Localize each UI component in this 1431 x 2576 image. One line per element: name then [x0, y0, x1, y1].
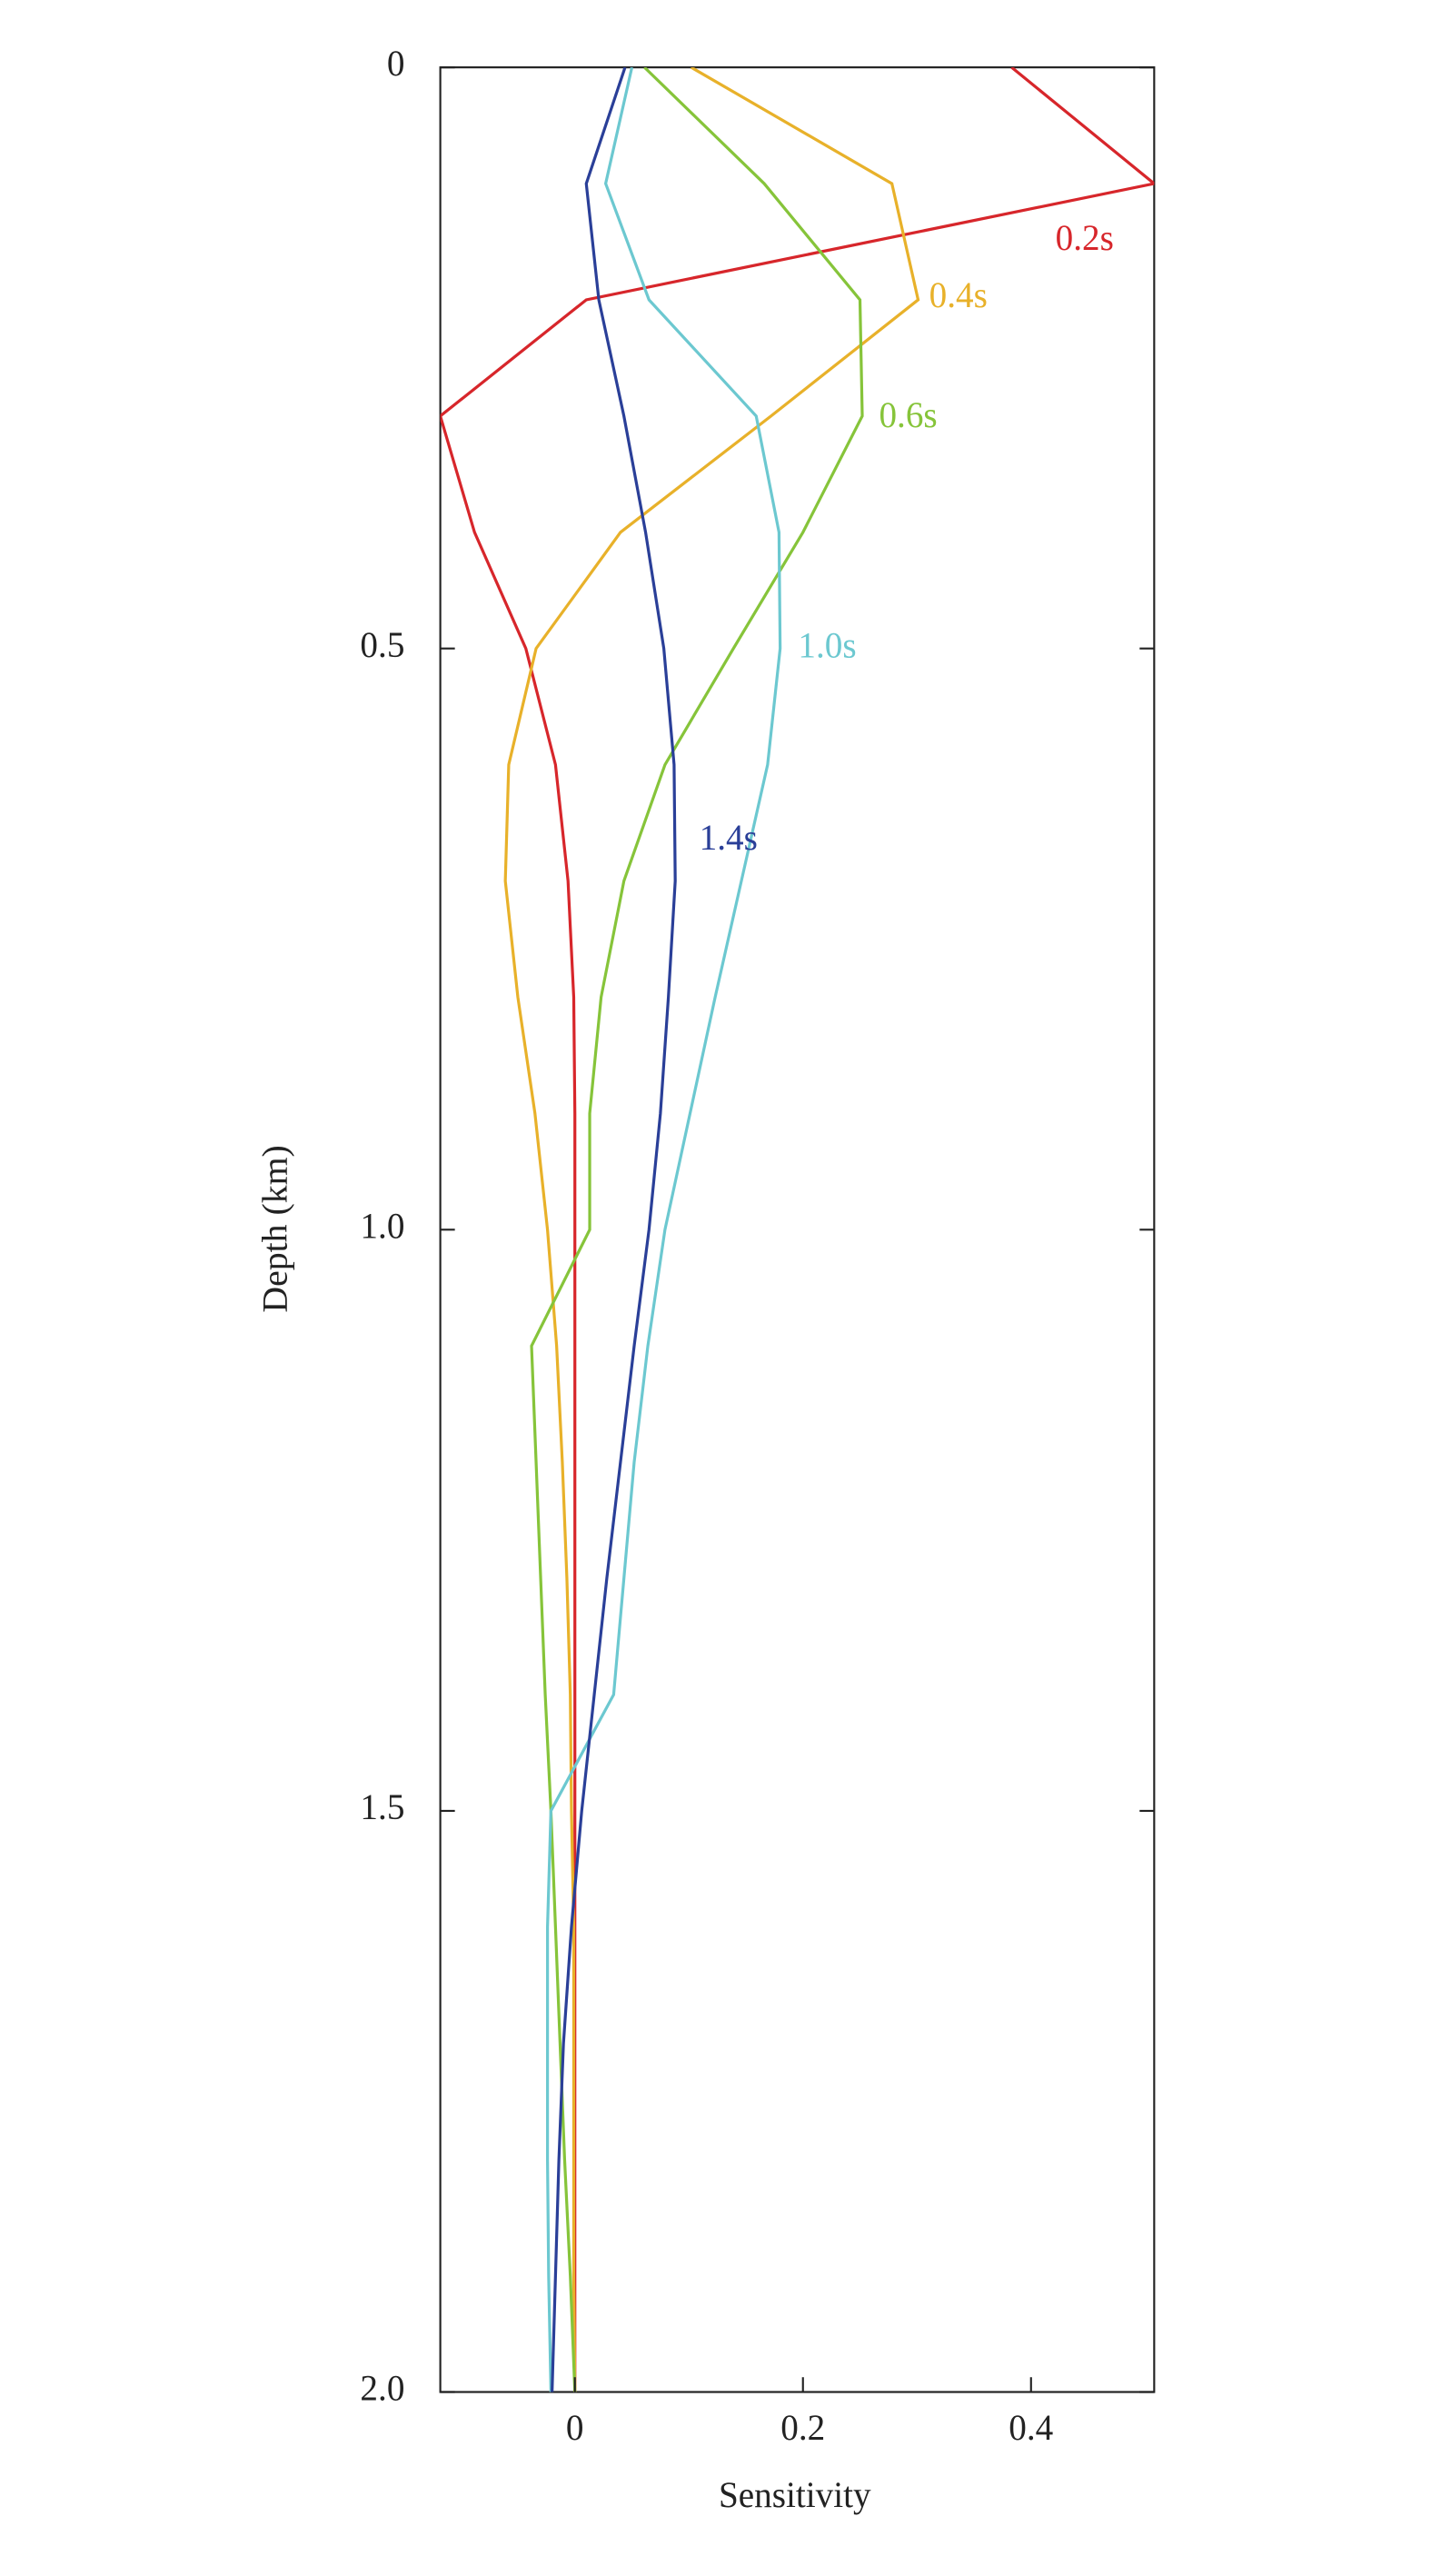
series-line — [551, 67, 677, 2392]
y-tick-label: 1.0 — [360, 1206, 404, 1246]
series-label: 1.0s — [798, 625, 856, 665]
lines — [440, 67, 1155, 2392]
series-line — [530, 67, 864, 2392]
series-label: 0.4s — [929, 275, 988, 315]
series-line — [503, 67, 920, 2392]
x-tick-label: 0 — [566, 2408, 584, 2448]
y-tick-label: 0.5 — [360, 625, 404, 665]
y-axis-label: Depth (km) — [255, 1145, 295, 1312]
y-tick-label: 0 — [387, 44, 405, 84]
series-label: 0.2s — [1056, 218, 1114, 258]
series-line — [545, 67, 782, 2392]
x-tick-label: 0.4 — [1009, 2408, 1053, 2448]
y-tick-label: 1.5 — [360, 1787, 404, 1827]
series-label: 1.4s — [700, 818, 758, 858]
x-tick-label: 0.2 — [780, 2408, 825, 2448]
series-label: 0.6s — [879, 395, 937, 435]
y-tick-label: 2.0 — [360, 2368, 404, 2408]
x-axis-label: Sensitivity — [719, 2475, 871, 2515]
